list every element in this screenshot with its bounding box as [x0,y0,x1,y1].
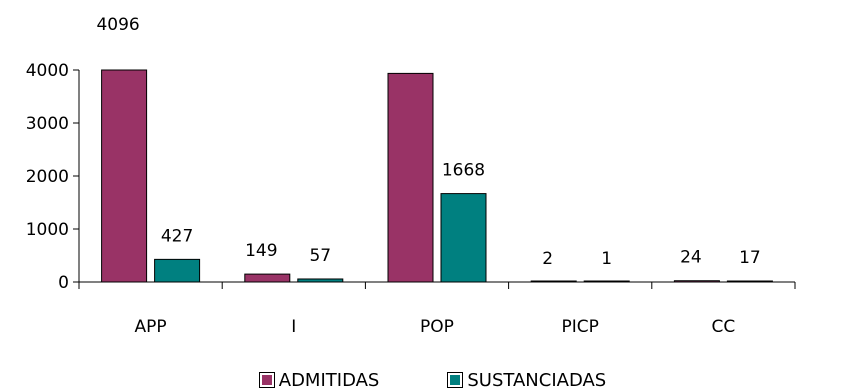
bar-sustanciadas-i [297,278,344,283]
bar-admitidas-pop [387,72,434,283]
y-tick-label: 4000 [26,61,69,81]
data-label: 17 [739,248,761,268]
x-tick-label: POP [420,317,454,337]
bar-sustanciadas-picp [583,280,630,283]
legend-swatch-fill [450,375,461,385]
plot-area: 0 1000 2000 3000 4000 4096 427 APP 149 57 I 1668 POP… [26,15,796,337]
data-label: 57 [309,246,331,266]
y-tick-label: 3000 [26,114,69,134]
data-label: 1668 [442,161,485,181]
legend-swatch-fill [261,375,272,385]
y-tick-label: 2000 [26,167,69,187]
y-tick-label: 1000 [26,220,69,240]
legend-swatch-admitidas [258,372,275,388]
data-label: 1 [601,249,612,269]
data-label: 4096 [96,15,139,35]
x-tick-label: APP [135,317,167,337]
data-label: 24 [680,248,702,268]
bar-admitidas-picp [530,280,577,283]
legend-item-admitidas: ADMITIDAS [258,368,380,392]
data-label: 2 [542,249,553,269]
data-label: 427 [161,226,193,246]
legend: ADMITIDAS SUSTANCIADAS [0,368,865,392]
y-tick-label: 0 [58,273,69,293]
legend-swatch-sustanciadas [447,372,464,388]
legend-label-admitidas: ADMITIDAS [278,369,380,391]
x-tick-label: CC [712,317,736,337]
data-label: 149 [245,241,277,261]
bar-sustanciadas-app [154,258,201,283]
legend-item-sustanciadas: SUSTANCIADAS [447,368,606,392]
bar-sustanciadas-pop [440,193,487,283]
bar-admitidas-cc [673,280,720,283]
legend-label-sustanciadas: SUSTANCIADAS [467,369,607,391]
x-tick-label: PICP [562,317,599,337]
bar-sustanciadas-cc [726,280,773,283]
x-tick-label: I [291,317,296,337]
bar-admitidas-i [244,273,291,283]
bar-admitidas-app [101,69,148,283]
